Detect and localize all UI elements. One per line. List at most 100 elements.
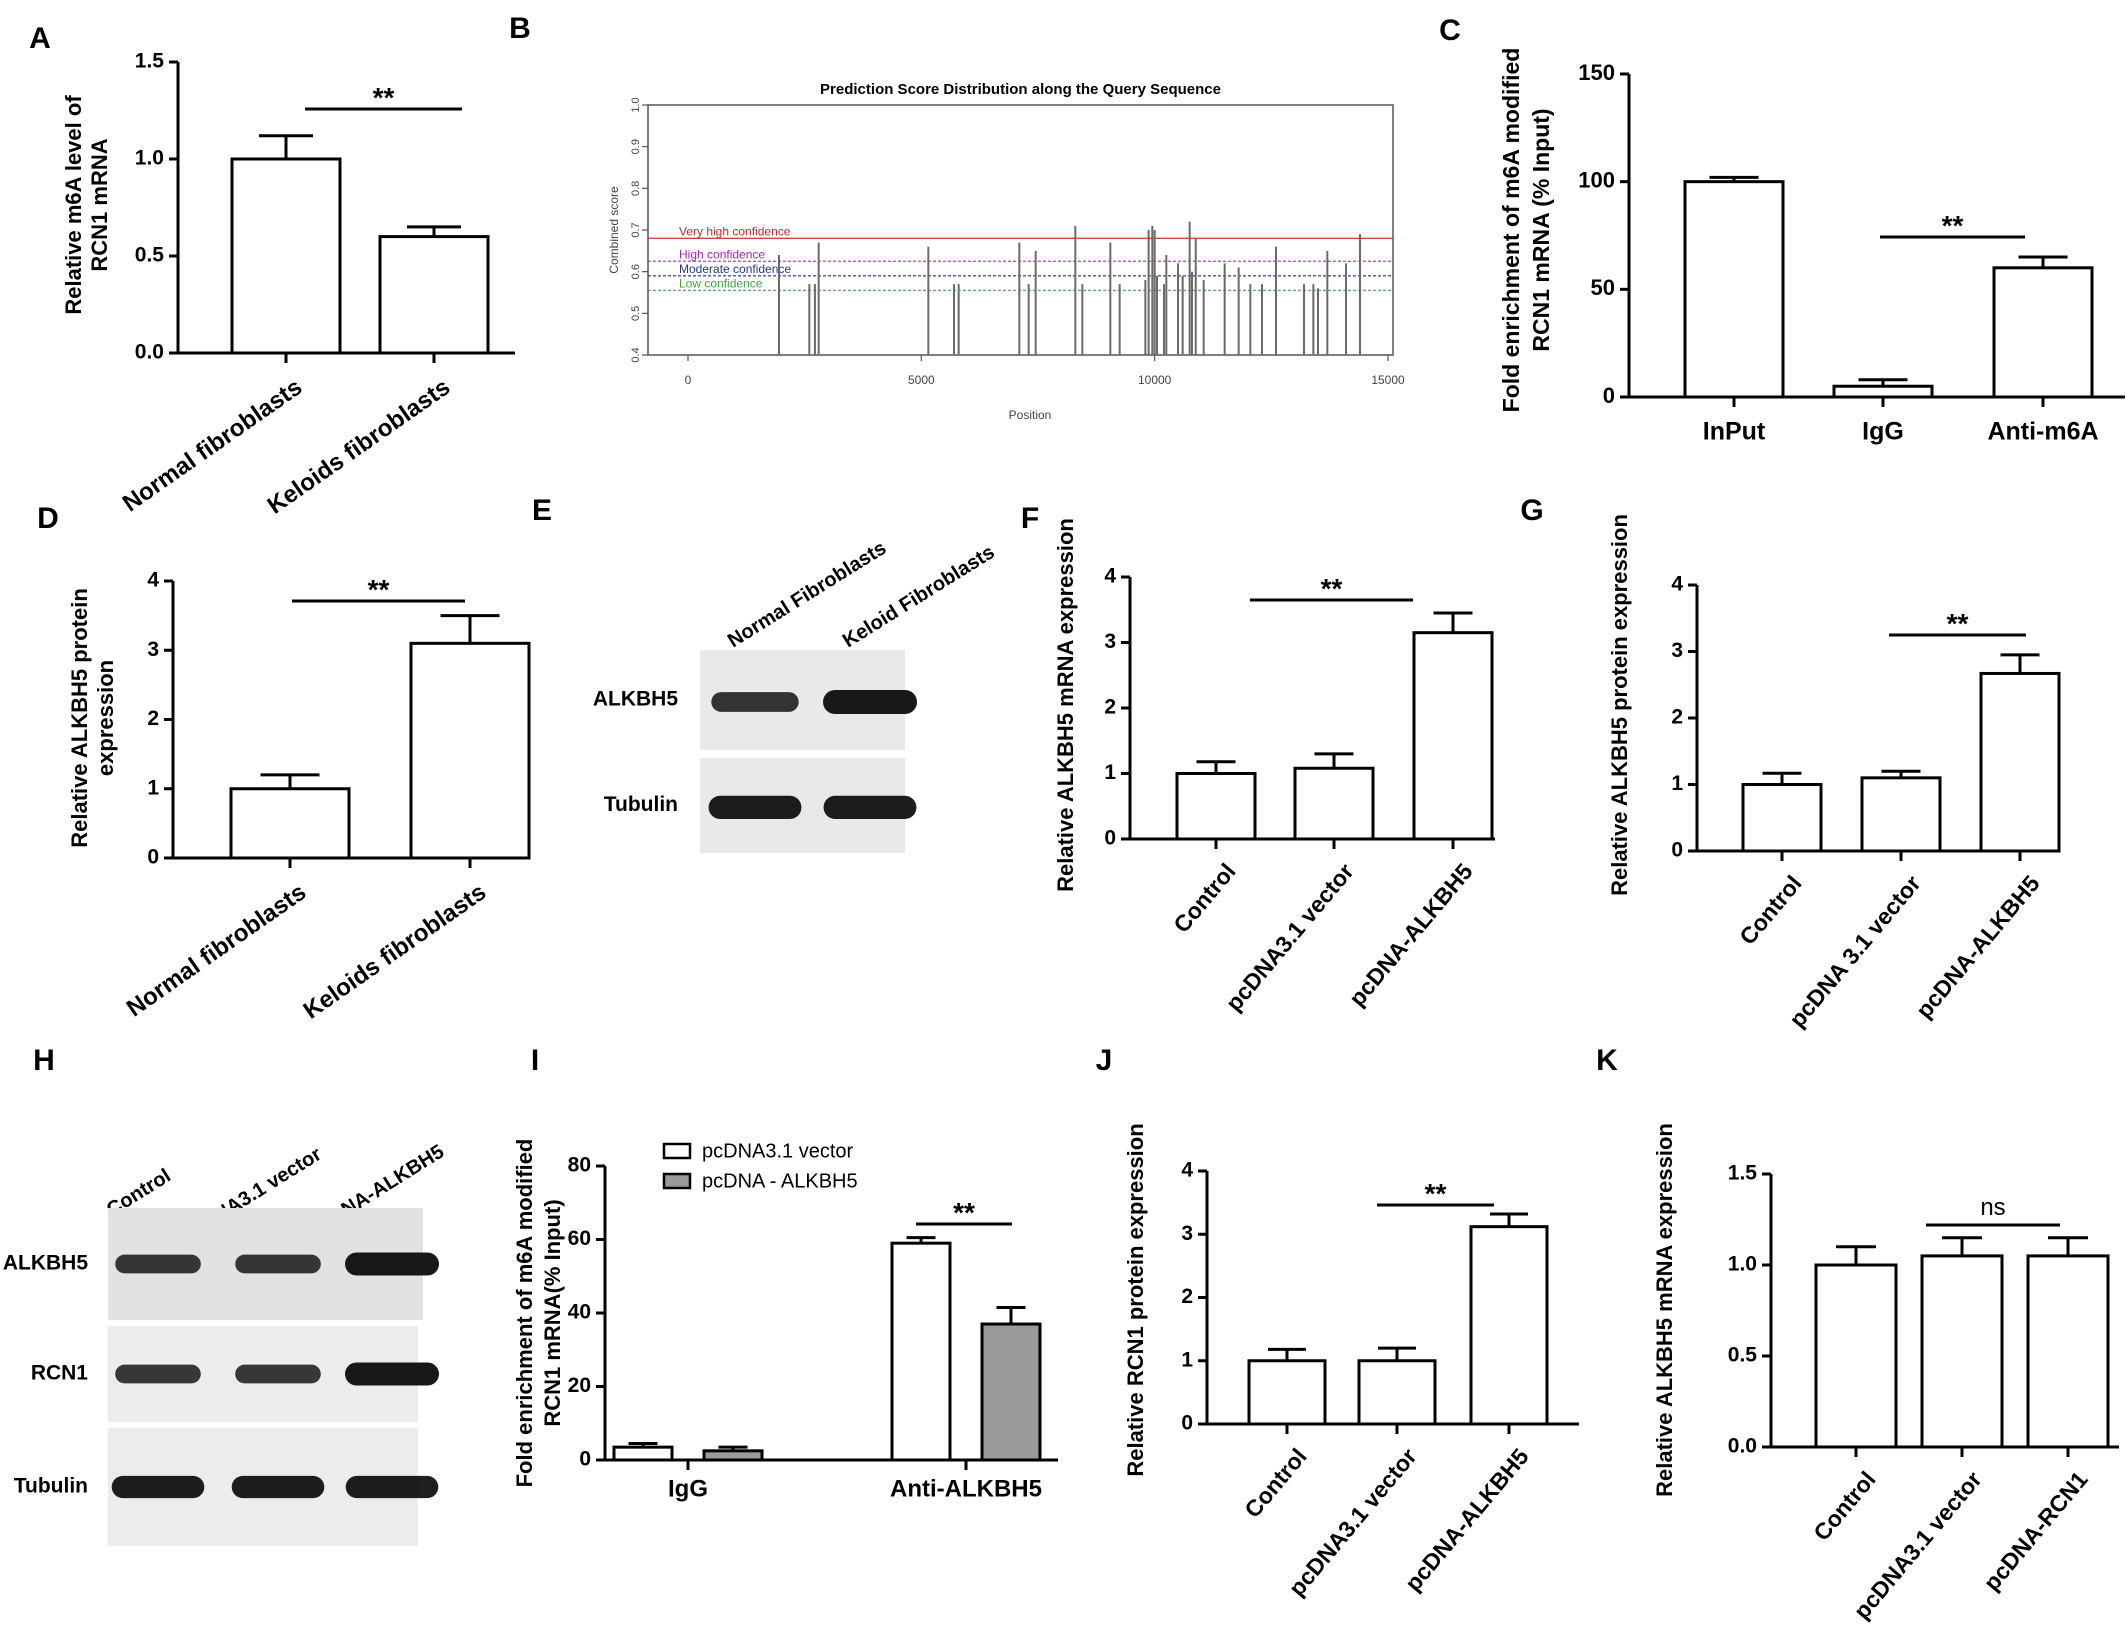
category-label: pcDNA-ALKBH5 — [1911, 870, 2045, 1023]
category-label: Control — [1168, 858, 1240, 937]
blot-band — [345, 1475, 439, 1499]
legend-label: pcDNA - ALKBH5 — [702, 1170, 858, 1192]
chart-panel-B: Prediction Score Distribution along the … — [607, 81, 1405, 422]
y-tick-label: 1.5 — [135, 50, 165, 73]
bar — [980, 1322, 1042, 1462]
y-tick-label: 1.0 — [135, 147, 164, 170]
y-tick-label: 3 — [1181, 1222, 1193, 1245]
y-tick-label: 0.4 — [630, 347, 642, 362]
category-label: pcDNA 3.1 vector — [1784, 870, 1926, 1032]
y-tick-label: 1 — [1671, 772, 1683, 795]
y-tick-label: 0.9 — [630, 139, 642, 154]
y-tick-label: 3 — [1671, 639, 1683, 662]
panel-letter-J: J — [1096, 1044, 1113, 1077]
panel-letter-G: G — [1520, 494, 1543, 527]
y-tick-label: 0.6 — [630, 264, 642, 279]
threshold-label: High confidence — [679, 247, 765, 261]
panel-letter-E: E — [532, 494, 552, 527]
y-tick-label: 60 — [568, 1227, 591, 1250]
y-tick-label: 0 — [1671, 839, 1683, 862]
y-tick-label: 0.8 — [630, 181, 642, 196]
y-tick-label: 0.5 — [1728, 1344, 1758, 1367]
y-axis-label: Relative ALKBH5 protein expression — [1607, 514, 1632, 896]
category-label: InPut — [1703, 418, 1766, 446]
x-tick-label: 15000 — [1371, 373, 1405, 387]
legend-swatch — [662, 1142, 692, 1160]
panel-letter-C: C — [1439, 14, 1461, 47]
y-tick-label: 150 — [1578, 60, 1615, 85]
y-tick-label: 4 — [147, 569, 159, 592]
blot-row-label: Tubulin — [14, 1475, 88, 1498]
bar — [1357, 1359, 1437, 1426]
y-axis-label: Relative m6A level of — [61, 95, 86, 315]
blot-row-label: ALKBH5 — [593, 688, 678, 711]
y-axis-label: RCN1 mRNA (% Input) — [1528, 108, 1554, 351]
y-tick-label: 1.5 — [1728, 1162, 1758, 1185]
significance-label: ** — [1942, 210, 1964, 241]
bar — [1814, 1263, 1898, 1449]
y-tick-label: 20 — [568, 1374, 591, 1397]
bar — [702, 1449, 764, 1462]
panel-letter-B: B — [509, 12, 531, 45]
y-axis-label: Relative ALKBH5 mRNA expression — [1652, 1123, 1677, 1497]
panel-letter-D: D — [37, 502, 59, 535]
threshold-label: Moderate confidence — [679, 262, 791, 276]
bar — [1293, 766, 1375, 841]
x-tick-label: 0 — [685, 373, 692, 387]
category-label: Keloids fibroblasts — [299, 879, 491, 1025]
y-tick-label: 50 — [1591, 275, 1615, 300]
y-axis-label: RCN1 mRNA — [87, 138, 112, 271]
y-tick-label: 0.5 — [630, 306, 642, 321]
y-tick-label: 1 — [147, 776, 159, 799]
y-tick-label: 0 — [1104, 827, 1116, 850]
blot-row-label: Tubulin — [604, 793, 678, 816]
y-tick-label: 1 — [1181, 1348, 1193, 1371]
y-axis-label: Fold enrichment of m6A modified — [1498, 48, 1524, 413]
bar — [1920, 1254, 2004, 1449]
chart-panel-C: 0 50 100 150 InPut IgG Anti-m6A ** Fold enrichme… — [1498, 48, 2125, 446]
blot-band — [823, 690, 917, 714]
bar — [1412, 631, 1494, 841]
threshold-label: Very high confidence — [679, 224, 791, 238]
y-tick-label: 1.0 — [630, 97, 642, 112]
bar — [1469, 1225, 1549, 1426]
y-tick-label: 4 — [1181, 1159, 1193, 1182]
y-tick-label: 2 — [1181, 1285, 1193, 1308]
y-tick-label: 3 — [147, 638, 159, 661]
blot-band — [111, 1475, 205, 1499]
category-label: pcDNA-RCN1 — [1978, 1466, 2093, 1595]
x-axis-label: Position — [1009, 408, 1052, 422]
bar — [1741, 783, 1823, 853]
significance-label: ** — [368, 574, 390, 605]
y-tick-label: 4 — [1104, 565, 1116, 588]
legend-swatch — [662, 1172, 692, 1190]
bar — [1175, 772, 1257, 841]
significance-label: ** — [1321, 573, 1343, 604]
y-tick-label: 3 — [1104, 630, 1116, 653]
y-tick-label: 0 — [1181, 1412, 1193, 1435]
bar — [890, 1241, 952, 1462]
category-label: Control — [1808, 1466, 1880, 1545]
category-label: Anti-m6A — [1987, 418, 2098, 446]
category-label: IgG — [668, 1475, 708, 1502]
y-tick-label: 2 — [1671, 706, 1683, 729]
blot-band — [345, 1252, 439, 1276]
y-tick-label: 1 — [1104, 761, 1116, 784]
plot-frame — [647, 104, 1394, 356]
y-tick-label: 0 — [1603, 383, 1615, 408]
significance-label: ** — [953, 1197, 975, 1228]
blot-row-label: ALKBH5 — [3, 1252, 88, 1275]
blot-band — [823, 795, 917, 820]
bar — [612, 1445, 674, 1462]
y-tick-label: 0 — [147, 846, 159, 869]
y-tick-label: 4 — [1671, 573, 1683, 596]
panel-letter-F: F — [1021, 502, 1039, 535]
blot-band — [115, 1254, 201, 1274]
y-tick-label: 1.0 — [1728, 1253, 1757, 1276]
significance-label: ns — [1980, 1194, 2005, 1221]
